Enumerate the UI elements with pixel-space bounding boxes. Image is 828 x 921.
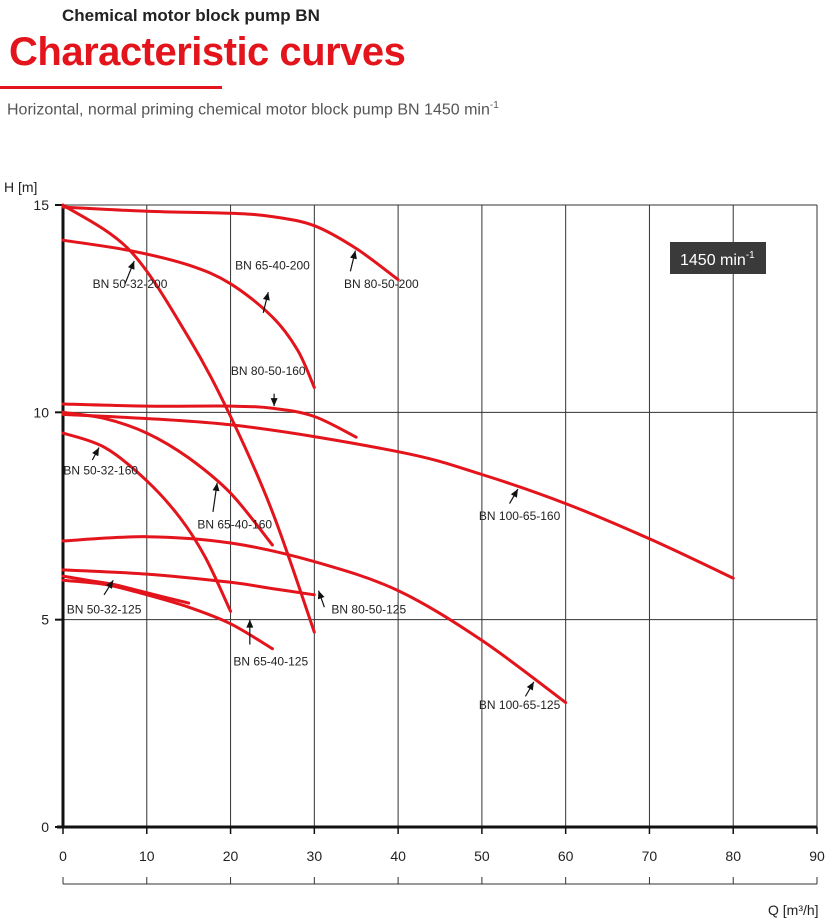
curve-label: BN 80-50-125: [331, 602, 406, 616]
x-tick-label: 60: [558, 848, 574, 864]
chart-title: Characteristic curves: [9, 30, 406, 74]
label-arrow-head: [317, 590, 325, 600]
y-tick-label: 15: [33, 197, 49, 213]
x-tick-label: 20: [223, 848, 239, 864]
curve-label: BN 65-40-125: [233, 654, 308, 668]
label-arrow-head: [106, 580, 114, 589]
curve-bn-50-32-125: [61, 574, 191, 605]
curve-bn-80-50-200: [61, 205, 400, 282]
label-arrow-head: [270, 398, 278, 407]
speed-badge-sup: -1: [746, 250, 755, 261]
x-tick-label: 30: [307, 848, 323, 864]
curve-bn-65-40-160: [61, 410, 274, 547]
curve-bn-65-40-125: [61, 578, 274, 651]
curve-label: BN 65-40-200: [235, 258, 310, 272]
x-axis-label: Q [m³/h]: [768, 902, 819, 918]
label-arrow-head: [350, 250, 357, 260]
curve-bn-50-32-160: [61, 431, 233, 613]
description-text: Horizontal, normal priming chemical moto…: [7, 101, 490, 119]
y-tick-label: 10: [33, 404, 49, 420]
curve-label: BN 50-32-200: [93, 277, 168, 291]
curve-label: BN 80-50-160: [231, 364, 306, 378]
x-tick-label: 70: [642, 848, 658, 864]
title-underline: [0, 86, 222, 89]
x-tick-label: 50: [474, 848, 490, 864]
curve-bn-100-65-160: [61, 412, 735, 580]
chart-description: Horizontal, normal priming chemical moto…: [7, 100, 499, 119]
curve-label: BN 65-40-160: [197, 517, 272, 531]
x-tick-label: 10: [139, 848, 155, 864]
label-arrow-head: [212, 482, 220, 492]
speed-badge-text: 1450 min: [680, 252, 746, 269]
label-arrow-head: [127, 260, 135, 270]
tick-labels: 0 10 20 30 40 50 60 70 80 90 0 5 10 15: [33, 197, 825, 864]
description-sup: -1: [489, 100, 499, 111]
x-tick-label: 0: [59, 848, 67, 864]
curve-bn-100-65-125: [61, 535, 568, 705]
y-tick-label: 5: [41, 612, 49, 628]
axes: [55, 204, 818, 885]
curve-bn-50-32-200: [61, 203, 316, 634]
curve-bn-80-50-125: [61, 568, 316, 597]
y-axis-label: H [m]: [4, 179, 37, 195]
x-tick-label: 40: [390, 848, 406, 864]
chart-supertitle: Chemical motor block pump BN: [62, 6, 320, 25]
speed-badge-bg: [670, 242, 766, 274]
label-arrow-head: [510, 489, 518, 498]
curve-label: BN 80-50-200: [344, 277, 419, 291]
y-tick-label: 0: [41, 819, 49, 835]
speed-badge-label: 1450 min-1: [680, 250, 755, 269]
label-arrow-head: [262, 292, 270, 301]
label-arrow-head: [246, 619, 254, 628]
curve-bn-80-50-160: [61, 402, 358, 439]
curve-label: BN 100-65-160: [479, 509, 561, 523]
curve-label: BN 50-32-160: [63, 464, 138, 478]
curve-label: BN 100-65-125: [479, 698, 561, 712]
curve-bn-65-40-200: [61, 238, 316, 389]
label-arrow-head: [526, 681, 534, 691]
label-arrow-head: [92, 447, 100, 457]
x-tick-label: 80: [725, 848, 741, 864]
curve-label: BN 50-32-125: [67, 602, 142, 616]
speed-badge: 1450 min-1: [670, 242, 766, 274]
grid-lines: [63, 204, 818, 827]
curve-annotations: BN 50-32-200 BN 65-40-200 BN 80-50-200 BN 8…: [63, 250, 561, 712]
performance-curves: [61, 203, 735, 705]
x-tick-label: 90: [809, 848, 825, 864]
